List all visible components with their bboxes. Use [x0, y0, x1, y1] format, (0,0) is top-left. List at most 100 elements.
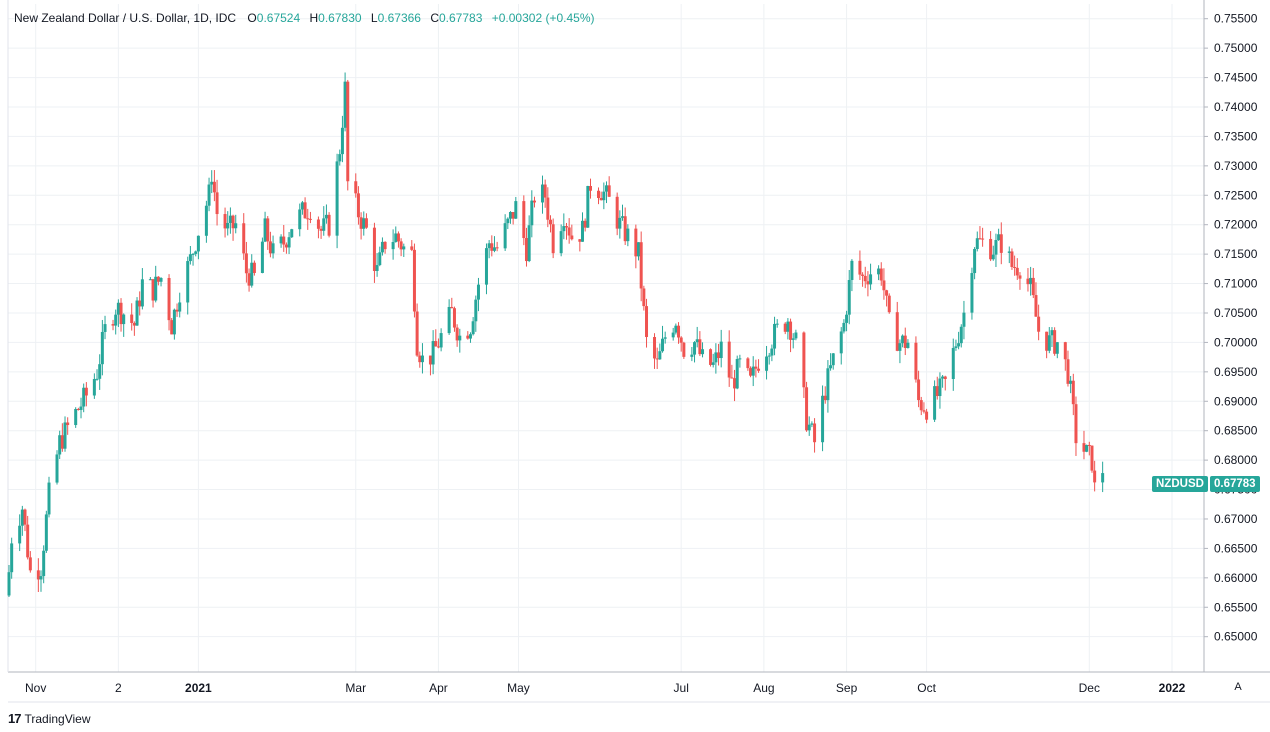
candle-body — [458, 335, 462, 341]
candle-body — [378, 252, 382, 266]
candle-body — [786, 321, 790, 332]
candle-body — [821, 395, 825, 443]
candle-body — [901, 335, 905, 344]
candle-body — [508, 212, 512, 219]
candle-body — [1045, 331, 1049, 351]
candle-body — [484, 248, 488, 285]
candle-body — [204, 205, 208, 236]
candle-body — [1050, 330, 1054, 336]
candle-body — [671, 332, 675, 338]
candle-body — [383, 241, 387, 250]
x-tick-label: May — [507, 681, 530, 695]
candle-body — [645, 306, 649, 338]
candle-body — [207, 184, 211, 206]
candle-body — [607, 185, 611, 197]
candle-body — [882, 280, 886, 291]
candle-body — [343, 81, 347, 128]
candle-body — [10, 543, 14, 573]
candle-body — [789, 321, 793, 340]
candle-body — [925, 411, 929, 420]
candle-body — [589, 185, 592, 191]
candle-body — [701, 349, 705, 355]
candle-body — [623, 216, 627, 242]
candle-body — [1069, 380, 1073, 384]
candle-body — [428, 355, 432, 365]
candle-body — [26, 524, 30, 558]
candle-body — [410, 246, 414, 250]
candle-body — [935, 386, 939, 397]
candle-body — [677, 325, 681, 338]
candle-body — [359, 217, 363, 229]
candle-body — [380, 241, 384, 253]
auto-scale-button[interactable]: A — [1234, 681, 1242, 693]
candle-body — [156, 276, 160, 282]
candle-body — [266, 218, 270, 242]
candle-body — [981, 238, 985, 240]
candle-body — [895, 312, 899, 351]
y-tick-label: 0.74000 — [1214, 100, 1258, 114]
candle-body — [159, 277, 163, 282]
candle-body — [775, 323, 779, 325]
y-tick-label: 0.65000 — [1214, 630, 1258, 644]
chart-legend: New Zealand Dollar / U.S. Dollar, 1D, ID… — [14, 11, 600, 25]
high-value: 0.67830 — [318, 11, 362, 25]
y-tick-label: 0.66000 — [1214, 571, 1258, 585]
candle-body — [1010, 251, 1014, 267]
candle-body — [116, 302, 120, 315]
candle-body — [530, 200, 534, 226]
candle-body — [861, 274, 865, 276]
candle-body — [268, 241, 272, 254]
candle-body — [578, 239, 582, 242]
candle-body — [28, 557, 32, 571]
y-tick-label: 0.75000 — [1214, 41, 1258, 55]
candle-body — [551, 224, 555, 254]
candle-body — [991, 254, 995, 260]
candle-body — [244, 253, 248, 274]
candle-body — [839, 331, 843, 354]
candle-body — [1071, 380, 1075, 405]
x-tick-label: Dec — [1079, 681, 1100, 695]
candle-body — [1082, 443, 1086, 452]
candle-body — [597, 190, 601, 199]
symbol-title: New Zealand Dollar / U.S. Dollar, 1D, ID… — [14, 11, 237, 25]
candle-body — [863, 275, 867, 282]
x-tick-label: Apr — [429, 681, 448, 695]
candle-body — [690, 354, 694, 357]
candle-body — [1031, 277, 1035, 296]
candle-body — [92, 379, 96, 396]
candle-body — [655, 358, 659, 360]
candle-body — [653, 337, 657, 359]
close-value: 0.67783 — [439, 11, 483, 25]
candle-body — [994, 240, 998, 255]
candle-body — [906, 342, 910, 348]
candle-body — [757, 368, 761, 371]
candle-body — [1029, 277, 1033, 285]
candle-body — [100, 331, 104, 365]
candle-body — [231, 215, 235, 229]
candle-body — [148, 279, 152, 281]
candle-body — [210, 181, 214, 185]
candle-body — [842, 322, 846, 332]
candle-body — [74, 408, 78, 426]
y-tick-label: 0.68000 — [1214, 453, 1258, 467]
candle-body — [474, 299, 478, 322]
y-tick-label: 0.74500 — [1214, 71, 1258, 85]
candle-body — [346, 81, 350, 182]
tradingview-logo[interactable]: 17 TradingView — [8, 711, 91, 726]
candle-body — [730, 377, 734, 379]
candle-body — [260, 241, 264, 273]
candle-body — [140, 279, 144, 307]
candle-body — [954, 346, 958, 348]
candle-body — [175, 309, 179, 312]
candle-body — [586, 185, 590, 228]
y-tick-label: 0.66500 — [1214, 541, 1258, 555]
candle-body — [693, 342, 697, 355]
candle-body — [20, 509, 24, 526]
candle-body — [298, 209, 302, 230]
candle-body — [327, 214, 331, 236]
candle-body — [215, 192, 219, 215]
candle-body — [338, 154, 342, 162]
candle-body — [978, 238, 982, 240]
candle-body — [58, 435, 62, 455]
